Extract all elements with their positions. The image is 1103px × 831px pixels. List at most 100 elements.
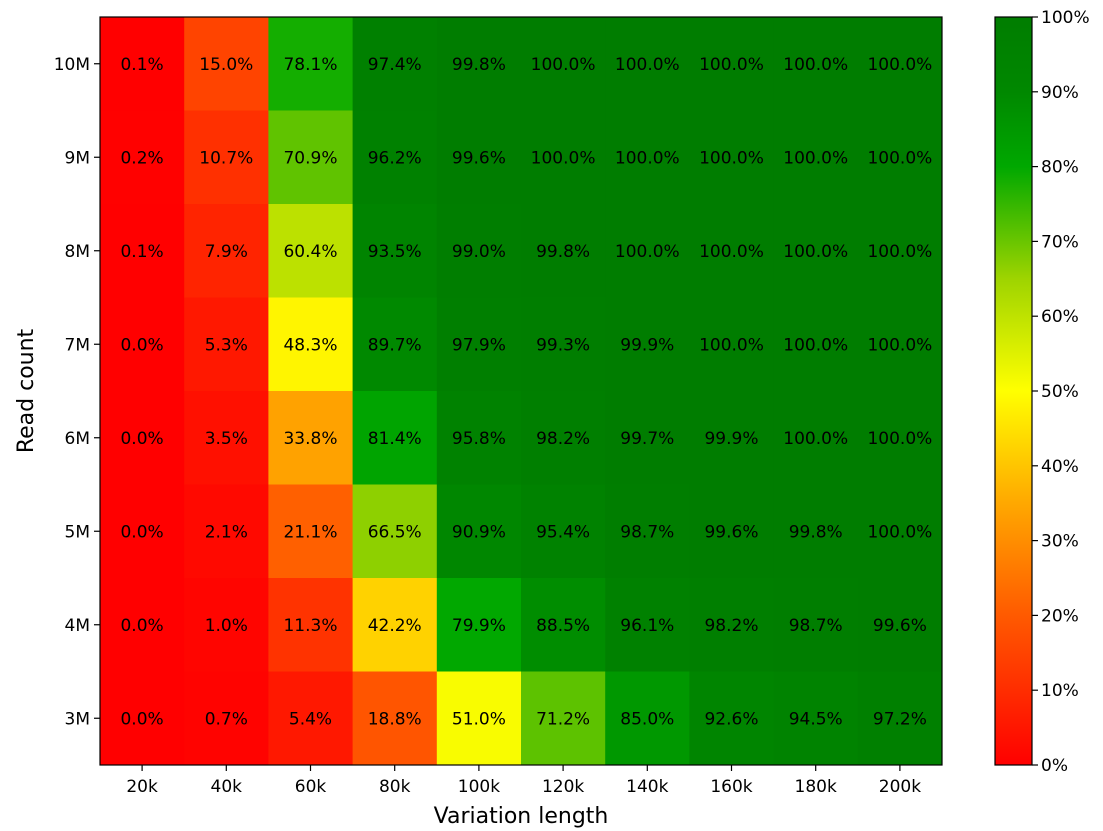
- y-tick-label: 7M: [65, 335, 90, 355]
- heatmap-cell-label: 98.7%: [620, 522, 674, 542]
- heatmap-cell-label: 0.1%: [120, 55, 163, 75]
- colorbar-tick-label: 70%: [1041, 232, 1079, 252]
- heatmap-cell-label: 97.2%: [873, 709, 927, 729]
- heatmap-cell-label: 99.6%: [704, 522, 758, 542]
- heatmap-cell-label: 11.3%: [283, 616, 337, 636]
- heatmap-cell-label: 78.1%: [283, 55, 337, 75]
- heatmap-cell-label: 93.5%: [368, 242, 422, 262]
- heatmap-cell-label: 98.7%: [789, 616, 843, 636]
- colorbar-tick-label: 20%: [1041, 606, 1079, 626]
- colorbar-tick-label: 10%: [1041, 681, 1079, 701]
- x-tick-label: 200k: [879, 777, 921, 797]
- heatmap-cell-label: 42.2%: [368, 616, 422, 636]
- colorbar-tick-label: 90%: [1041, 83, 1079, 103]
- heatmap-cell-label: 0.0%: [120, 522, 163, 542]
- y-tick-label: 4M: [65, 616, 90, 636]
- heatmap-cell-label: 100.0%: [699, 55, 764, 75]
- heatmap-cell-label: 51.0%: [452, 709, 506, 729]
- heatmap-cell-label: 98.2%: [704, 616, 758, 636]
- y-axis: 10M9M8M7M6M5M4M3M: [54, 55, 100, 730]
- heatmap-cell-label: 99.6%: [873, 616, 927, 636]
- y-tick-label: 3M: [65, 709, 90, 729]
- heatmap-cell-label: 99.0%: [452, 242, 506, 262]
- heatmap-cell-label: 1.0%: [205, 616, 248, 636]
- heatmap-cell-label: 0.0%: [120, 429, 163, 449]
- heatmap-cell-label: 0.2%: [120, 148, 163, 168]
- x-tick-label: 40k: [211, 777, 243, 797]
- heatmap-cell-label: 70.9%: [283, 148, 337, 168]
- heatmap-cell-label: 97.4%: [368, 55, 422, 75]
- heatmap-cell-label: 0.0%: [120, 335, 163, 355]
- y-tick-label: 9M: [65, 148, 90, 168]
- heatmap-cell-label: 18.8%: [368, 709, 422, 729]
- heatmap-cell-label: 7.9%: [205, 242, 248, 262]
- heatmap-cell-label: 100.0%: [867, 55, 932, 75]
- heatmap-cell-label: 2.1%: [205, 522, 248, 542]
- y-axis-title: Read count: [14, 328, 39, 453]
- heatmap-cell-label: 85.0%: [620, 709, 674, 729]
- heatmap-cell-label: 0.0%: [120, 616, 163, 636]
- heatmap-cell-label: 79.9%: [452, 616, 506, 636]
- heatmap-cell-label: 100.0%: [783, 335, 848, 355]
- heatmap-cell-label: 95.4%: [536, 522, 590, 542]
- heatmap-cell-label: 15.0%: [199, 55, 253, 75]
- heatmap-cell-label: 98.2%: [536, 429, 590, 449]
- x-tick-label: 120k: [542, 777, 584, 797]
- colorbar-gradient: [995, 17, 1032, 765]
- y-tick-label: 6M: [65, 429, 90, 449]
- heatmap-cell-label: 89.7%: [368, 335, 422, 355]
- x-axis-title: Variation length: [434, 804, 609, 829]
- heatmap-cell-label: 21.1%: [283, 522, 337, 542]
- heatmap-cell-label: 100.0%: [867, 335, 932, 355]
- heatmap-cell-label: 48.3%: [283, 335, 337, 355]
- x-tick-label: 180k: [795, 777, 837, 797]
- colorbar-ticks: 0%10%20%30%40%50%60%70%80%90%100%: [1032, 8, 1090, 776]
- heatmap-cell-label: 96.2%: [368, 148, 422, 168]
- heatmap-cell-label: 99.9%: [704, 429, 758, 449]
- heatmap-cell-label: 81.4%: [368, 429, 422, 449]
- heatmap-cell-label: 95.8%: [452, 429, 506, 449]
- heatmap-cell-label: 100.0%: [615, 242, 680, 262]
- heatmap-cell-label: 100.0%: [699, 335, 764, 355]
- heatmap-cell-label: 99.8%: [789, 522, 843, 542]
- heatmap-cell-label: 100.0%: [783, 55, 848, 75]
- x-tick-label: 160k: [710, 777, 752, 797]
- heatmap-cell-label: 99.6%: [452, 148, 506, 168]
- y-tick-label: 10M: [54, 55, 90, 75]
- heatmap-cell-label: 92.6%: [704, 709, 758, 729]
- heatmap-cell-label: 0.7%: [205, 709, 248, 729]
- x-tick-label: 60k: [295, 777, 327, 797]
- heatmap-cell-label: 0.0%: [120, 709, 163, 729]
- heatmap-cell-label: 88.5%: [536, 616, 590, 636]
- heatmap-cell-label: 100.0%: [699, 242, 764, 262]
- heatmap-cell-label: 100.0%: [867, 429, 932, 449]
- heatmap-cell-label: 100.0%: [783, 148, 848, 168]
- heatmap-cell-label: 100.0%: [531, 148, 596, 168]
- heatmap-cell-label: 5.4%: [289, 709, 332, 729]
- heatmap-cells: [100, 17, 943, 766]
- colorbar-tick-label: 0%: [1041, 756, 1068, 776]
- heatmap-cell-label: 100.0%: [783, 429, 848, 449]
- colorbar-tick-label: 60%: [1041, 307, 1079, 327]
- heatmap-cell-label: 66.5%: [368, 522, 422, 542]
- heatmap-cell-label: 60.4%: [283, 242, 337, 262]
- heatmap-cell-label: 100.0%: [699, 148, 764, 168]
- x-tick-label: 140k: [626, 777, 668, 797]
- x-tick-label: 20k: [126, 777, 158, 797]
- heatmap-cell-label: 100.0%: [867, 522, 932, 542]
- colorbar-tick-label: 50%: [1041, 382, 1079, 402]
- x-tick-label: 80k: [379, 777, 411, 797]
- heatmap-cell-label: 100.0%: [615, 148, 680, 168]
- heatmap-cell-label: 10.7%: [199, 148, 253, 168]
- heatmap-cell-label: 0.1%: [120, 242, 163, 262]
- heatmap-cell-label: 100.0%: [867, 148, 932, 168]
- heatmap-cell-label: 97.9%: [452, 335, 506, 355]
- colorbar-tick-label: 80%: [1041, 158, 1079, 178]
- heatmap-cell-label: 71.2%: [536, 709, 590, 729]
- heatmap-cell-label: 33.8%: [283, 429, 337, 449]
- colorbar-tick-label: 40%: [1041, 457, 1079, 477]
- y-tick-label: 8M: [65, 242, 90, 262]
- colorbar-tick-label: 30%: [1041, 532, 1079, 552]
- colorbar: 0% 10% 20% 30% 40% 50% 60% 70% 80% 90% 100%: [995, 8, 1090, 776]
